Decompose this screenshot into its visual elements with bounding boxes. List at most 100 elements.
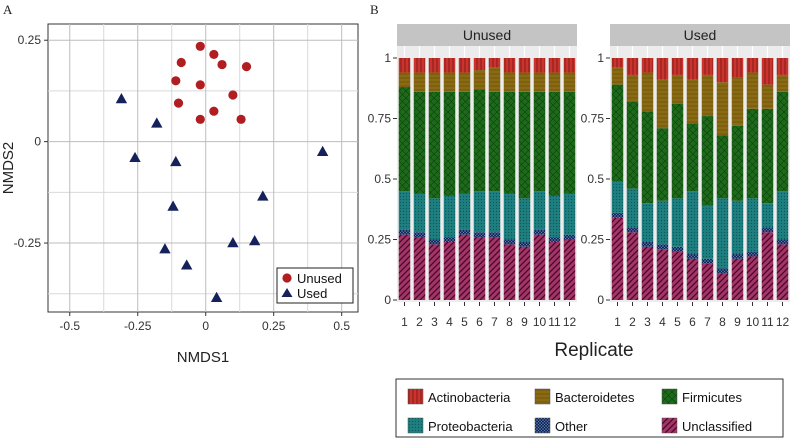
bar-segment-other bbox=[761, 227, 774, 233]
point-unused bbox=[228, 90, 238, 100]
bar-segment-unclassified bbox=[686, 258, 699, 300]
point-used bbox=[170, 155, 182, 167]
bar-segment-bacteroidetes bbox=[548, 72, 561, 92]
bar-segment-bacteroidetes bbox=[731, 77, 744, 126]
point-unused bbox=[236, 114, 246, 124]
bar-segment-proteobacteria bbox=[776, 191, 789, 240]
bar-segment-firmicutes bbox=[611, 84, 624, 182]
replicate-tick-label: 10 bbox=[746, 315, 760, 329]
bar-segment-bacteroidetes bbox=[488, 67, 501, 92]
legend-label-unused: Unused bbox=[297, 271, 342, 286]
bar-segment-bacteroidetes bbox=[701, 74, 714, 117]
replicate-tick-label: 1 bbox=[614, 315, 621, 329]
bar-segment-actinobacteria bbox=[458, 58, 471, 73]
legend-label-bacteroidetes: Bacteroidetes bbox=[555, 390, 635, 405]
bar-segment-unclassified bbox=[611, 217, 624, 300]
bar-segment-other bbox=[488, 232, 501, 238]
bar-segment-firmicutes bbox=[503, 91, 516, 194]
bar-segment-firmicutes bbox=[398, 87, 411, 192]
bar-segment-proteobacteria bbox=[413, 193, 426, 233]
y-tick-label: 0.5 bbox=[587, 172, 604, 186]
bar-segment-unclassified bbox=[656, 249, 669, 300]
point-used bbox=[248, 235, 261, 246]
bar-segment-actinobacteria bbox=[563, 58, 576, 73]
bar-segment-proteobacteria bbox=[548, 195, 561, 238]
bar-segment-unclassified bbox=[776, 244, 789, 300]
replicate-tick-label: 12 bbox=[563, 315, 577, 329]
bar-segment-unclassified bbox=[746, 256, 759, 300]
bar-segment-proteobacteria bbox=[761, 203, 774, 228]
bar-segment-actinobacteria bbox=[548, 58, 561, 73]
y-tick-label: 0 bbox=[34, 135, 41, 149]
x-tick-label: 0.5 bbox=[333, 319, 350, 333]
point-used bbox=[159, 243, 171, 254]
bar-segment-firmicutes bbox=[533, 91, 546, 192]
bar-segment-actinobacteria bbox=[776, 58, 789, 75]
bar-segment-other bbox=[686, 254, 699, 259]
point-used bbox=[151, 117, 163, 128]
bar-segment-proteobacteria bbox=[533, 191, 546, 230]
bar-segment-proteobacteria bbox=[746, 198, 759, 252]
bar-segment-firmicutes bbox=[761, 108, 774, 204]
point-unused bbox=[241, 61, 252, 72]
bar-segment-other bbox=[776, 239, 789, 245]
replicate-tick-label: 6 bbox=[689, 315, 696, 329]
scatter-plot-area bbox=[47, 23, 359, 313]
bar-segment-other bbox=[641, 241, 654, 247]
bar-segment-actinobacteria bbox=[488, 58, 501, 68]
bar-segment-bacteroidetes bbox=[458, 72, 471, 92]
bar-segment-other bbox=[671, 246, 684, 252]
legend-key-other bbox=[534, 417, 551, 434]
bar-segment-other bbox=[563, 234, 576, 240]
replicate-tick-label: 7 bbox=[704, 315, 711, 329]
bar-segment-actinobacteria bbox=[701, 58, 714, 75]
bar-segment-other bbox=[656, 244, 669, 250]
replicate-tick-label: 2 bbox=[416, 315, 423, 329]
bar-segment-bacteroidetes bbox=[716, 82, 729, 136]
bar-segment-actinobacteria bbox=[398, 58, 411, 73]
legend-label-other: Other bbox=[555, 419, 588, 434]
point-unused bbox=[209, 106, 219, 116]
bar-segment-other bbox=[701, 258, 714, 264]
bar-segment-unclassified bbox=[503, 244, 516, 300]
bar-segment-actinobacteria bbox=[716, 58, 729, 83]
y-tick-label: 0.75 bbox=[581, 112, 605, 126]
bar-segment-firmicutes bbox=[428, 91, 441, 199]
bar-segment-bacteroidetes bbox=[473, 70, 486, 90]
bar-segment-proteobacteria bbox=[641, 203, 654, 242]
y-tick-label: 0.25 bbox=[18, 33, 42, 47]
bar-segment-proteobacteria bbox=[473, 191, 486, 233]
bar-segment-actinobacteria bbox=[761, 58, 774, 85]
replicate-tick-label: 1 bbox=[401, 315, 408, 329]
y-tick-label: 0.25 bbox=[581, 233, 605, 247]
bar-segment-actinobacteria bbox=[473, 58, 486, 71]
bar-segment-other bbox=[611, 212, 624, 218]
replicate-tick-label: 3 bbox=[431, 315, 438, 329]
bar-segment-unclassified bbox=[473, 237, 486, 300]
bar-segment-other bbox=[413, 232, 426, 238]
legend-key-unclassified bbox=[661, 417, 678, 434]
bar-segment-bacteroidetes bbox=[776, 74, 789, 92]
replicate-tick-label: 10 bbox=[533, 315, 547, 329]
bar-segment-bacteroidetes bbox=[746, 72, 759, 109]
bar-segment-firmicutes bbox=[776, 91, 789, 192]
point-used bbox=[257, 190, 269, 201]
bar-segment-actinobacteria bbox=[518, 58, 531, 73]
bar-segment-proteobacteria bbox=[701, 205, 714, 259]
bar-segment-other bbox=[458, 229, 471, 235]
point-used bbox=[115, 93, 128, 104]
bar-segment-other bbox=[746, 251, 759, 257]
replicate-axis-label: Replicate bbox=[554, 340, 633, 361]
bar-segment-actinobacteria bbox=[731, 58, 744, 78]
bar-segment-other bbox=[716, 268, 729, 274]
nmds-scatter-panel: -0.5 -0.25 0 0.25 0.50.250-0.25 NMDS1 NMDS2 … bbox=[0, 23, 359, 366]
bar-segment-actinobacteria bbox=[503, 58, 516, 73]
bar-segment-actinobacteria bbox=[428, 58, 441, 73]
facet-plot-area bbox=[610, 46, 790, 302]
bar-segment-other bbox=[503, 239, 516, 245]
y-axis-label: NMDS2 bbox=[0, 142, 17, 195]
bar-segment-proteobacteria bbox=[563, 193, 576, 235]
